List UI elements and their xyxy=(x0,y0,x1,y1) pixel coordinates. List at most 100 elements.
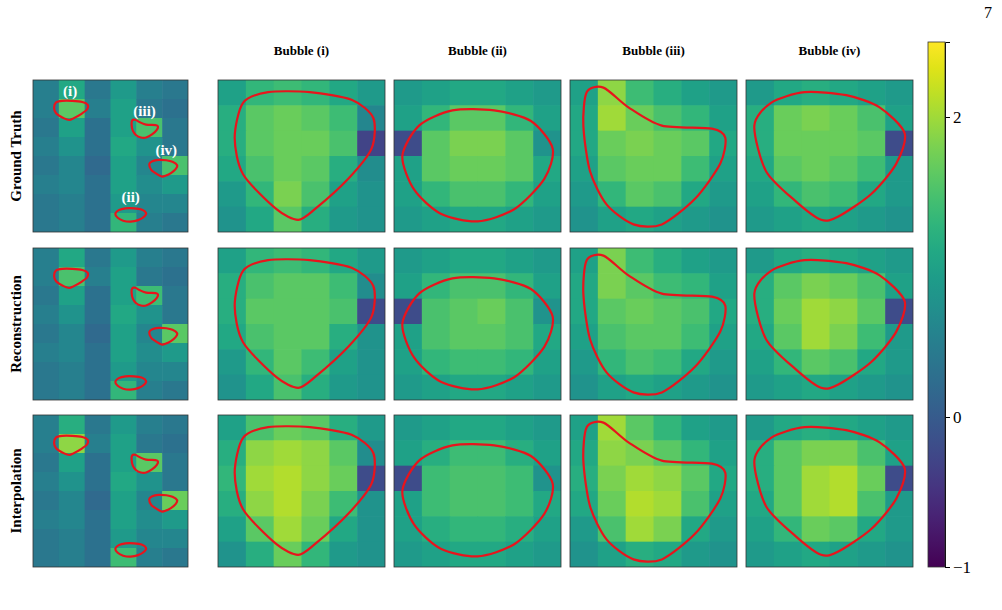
heat-cell xyxy=(246,105,274,131)
heat-cell xyxy=(136,510,162,530)
heat-cell xyxy=(329,248,357,274)
heat-cell xyxy=(709,207,737,232)
heat-cell xyxy=(59,286,85,306)
heat-cell xyxy=(274,440,302,466)
heat-cell xyxy=(626,542,654,567)
heat-cell xyxy=(533,156,561,182)
heat-cell xyxy=(626,516,654,542)
heat-cell xyxy=(394,80,422,106)
heat-cell xyxy=(857,375,885,400)
panel-frame xyxy=(33,415,188,567)
zoom-panel xyxy=(746,80,913,232)
heat-cell xyxy=(136,472,162,492)
heat-cell xyxy=(857,156,885,182)
tick-label: −1 xyxy=(953,558,971,577)
heat-cell xyxy=(626,299,654,325)
heat-cell xyxy=(329,375,357,400)
heat-cell xyxy=(422,491,450,517)
heat-cell xyxy=(59,118,85,138)
heat-cell xyxy=(85,175,111,195)
overview-panel xyxy=(33,415,188,567)
heat-cell xyxy=(505,299,533,325)
bubble-contour xyxy=(115,543,146,556)
heat-cell xyxy=(830,466,858,492)
heat-cell xyxy=(111,434,137,454)
heat-cell xyxy=(33,510,59,530)
bubble-contour xyxy=(115,376,146,389)
heat-cell xyxy=(885,131,913,157)
heat-cell xyxy=(422,131,450,157)
heat-cell xyxy=(246,273,274,299)
heat-cell xyxy=(422,273,450,299)
heat-cell xyxy=(136,305,162,325)
bubble-contour xyxy=(132,288,158,306)
column-title: Bubble (iv) xyxy=(799,43,861,58)
heat-cell xyxy=(505,181,533,207)
heat-cell xyxy=(218,131,246,157)
heat-cell xyxy=(329,491,357,517)
heat-cell xyxy=(505,440,533,466)
heat-cell xyxy=(830,440,858,466)
row-label: Ground Truth xyxy=(8,110,24,202)
heat-cell xyxy=(218,466,246,492)
heat-cell xyxy=(570,349,598,375)
heat-cell xyxy=(136,434,162,454)
heat-cell xyxy=(626,80,654,106)
heat-cell xyxy=(774,542,802,567)
heat-cell xyxy=(450,131,478,157)
heat-cell xyxy=(626,349,654,375)
heat-cell xyxy=(162,118,188,138)
heat-cell xyxy=(885,248,913,274)
heat-cell xyxy=(218,299,246,325)
heat-cell xyxy=(85,381,111,400)
heat-cell xyxy=(246,156,274,182)
heat-cell xyxy=(329,105,357,131)
heat-cell xyxy=(59,529,85,549)
heat-cell xyxy=(162,343,188,363)
heat-cell xyxy=(746,248,774,274)
colorbar-frame xyxy=(928,42,945,567)
heat-cell xyxy=(329,324,357,350)
heat-cell xyxy=(302,440,330,466)
heat-cell xyxy=(394,131,422,157)
heat-cell xyxy=(218,542,246,567)
bubble-contour xyxy=(149,160,177,177)
heat-cell xyxy=(774,324,802,350)
heat-cell xyxy=(302,273,330,299)
heat-cell xyxy=(218,375,246,400)
heat-cell xyxy=(450,349,478,375)
heat-cell xyxy=(59,415,85,435)
heat-cell xyxy=(274,273,302,299)
heat-cell xyxy=(654,542,682,567)
panel-frame xyxy=(394,80,561,232)
heat-cell xyxy=(830,131,858,157)
heat-cell xyxy=(885,542,913,567)
heat-cell xyxy=(85,213,111,232)
heat-cell xyxy=(478,80,506,106)
heat-cell xyxy=(162,213,188,232)
heat-cell xyxy=(162,194,188,214)
heat-cell xyxy=(33,286,59,306)
heat-cell xyxy=(422,440,450,466)
heat-cell xyxy=(802,349,830,375)
heat-cell xyxy=(774,156,802,182)
heat-cell xyxy=(59,343,85,363)
heat-cell xyxy=(111,529,137,549)
heat-cell xyxy=(681,248,709,274)
heat-cell xyxy=(533,516,561,542)
heat-cell xyxy=(357,248,385,274)
heat-cell xyxy=(162,324,188,344)
heat-cell xyxy=(533,491,561,517)
heat-cell xyxy=(598,516,626,542)
heat-cell xyxy=(654,181,682,207)
heat-cell xyxy=(774,299,802,325)
heat-cell xyxy=(478,156,506,182)
zoom-panel xyxy=(218,80,385,232)
heat-cell xyxy=(505,324,533,350)
heat-cell xyxy=(885,299,913,325)
heat-cell xyxy=(478,466,506,492)
heat-cell xyxy=(626,491,654,517)
colorbar-axis: −102 xyxy=(945,43,971,577)
tick-mark xyxy=(945,417,950,418)
heat-cell xyxy=(85,194,111,214)
